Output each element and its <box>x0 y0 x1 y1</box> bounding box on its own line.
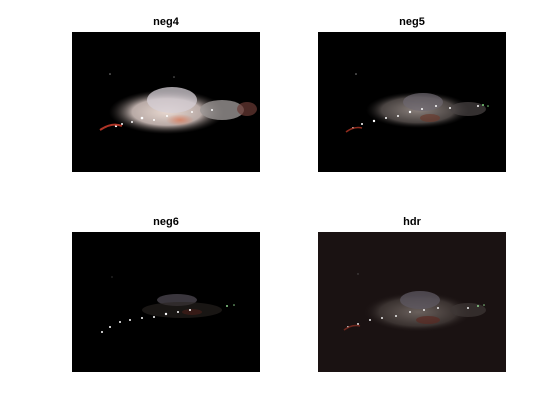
image-panel-hdr <box>318 232 506 372</box>
panel-title-neg5: neg5 <box>399 16 425 28</box>
panel-title-hdr: hdr <box>403 216 421 228</box>
fish-image-neg6 <box>72 232 260 372</box>
panel-title-neg4: neg4 <box>153 16 179 28</box>
fish-image-neg4 <box>72 32 260 172</box>
fish-image-hdr <box>318 232 506 372</box>
fish-image-neg5 <box>318 32 506 172</box>
image-panel-neg4 <box>72 32 260 172</box>
panel-title-neg6: neg6 <box>153 216 179 228</box>
image-panel-neg6 <box>72 232 260 372</box>
image-panel-neg5 <box>318 32 506 172</box>
